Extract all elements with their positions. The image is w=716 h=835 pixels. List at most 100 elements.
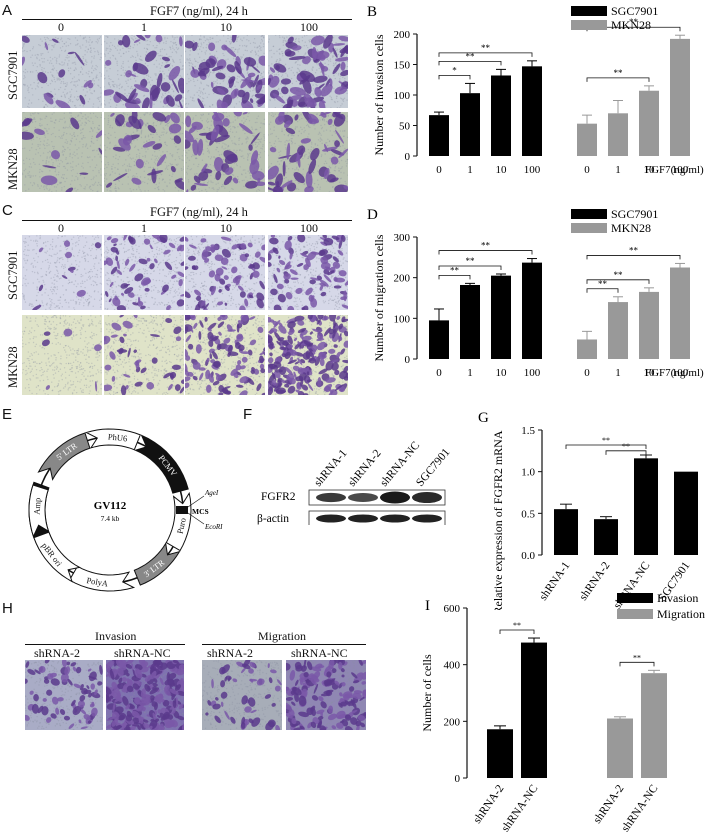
micrograph-a-mkn28-3 (268, 112, 348, 192)
panel-c-col-label-0: 0 (58, 221, 64, 235)
bar-mkn28-3 (670, 267, 690, 359)
chart-g-mrna: G 0.0 0.5 1.0 1.5 Relative expression of FGFR… (478, 410, 698, 610)
blot-band-label-actin: β-actin (257, 513, 289, 525)
mcs-box (176, 506, 188, 514)
x-tick-label: 100 (524, 367, 541, 379)
panel-a-col-label-2: 10 (220, 20, 232, 34)
panel-c-col-label-2: 10 (220, 221, 232, 235)
significance-label: ** (629, 17, 639, 27)
y-tick-label: 100 (394, 313, 411, 325)
x-tick-label: 1 (467, 367, 473, 379)
panel-letter-g: G (478, 410, 489, 426)
significance-label: ** (481, 43, 491, 53)
x-tick-label: 1 (615, 367, 621, 379)
legend-swatch-0 (571, 6, 607, 16)
legend-label-1: Migration (657, 607, 705, 621)
y-tick-label: 200 (444, 716, 461, 728)
panel-a-row-label-0: SGC7901 (6, 50, 20, 100)
significance-label: ** (513, 621, 521, 630)
significance-bracket (438, 60, 502, 66)
x-tick-label: 10 (644, 367, 656, 379)
significance-label: ** (598, 279, 608, 289)
panel-h-migration-rule (202, 644, 366, 645)
bar-2 (634, 458, 658, 555)
significance-label: ** (481, 241, 491, 251)
panel-a-title-rule (22, 19, 352, 20)
plasmid-name: GV112 (94, 500, 127, 512)
x-tick-label: 1 (467, 164, 473, 176)
blot-band-actin-0 (316, 514, 346, 523)
micrograph-a-sgc7901-0 (22, 35, 102, 108)
bar-sgc7901-0 (429, 115, 449, 156)
micrograph-h-invasion-shrnanc (106, 660, 184, 730)
y-tick-label: 0.0 (521, 550, 535, 562)
y-tick-label: 1.5 (521, 425, 535, 437)
x-axis-label: FGF7(ng/ml) (645, 164, 704, 176)
panel-h-migration-lane-1: shRNA-NC (291, 646, 348, 660)
y-axis-label: Relative expression of FGFR2 mRNA (491, 430, 505, 610)
significance-bracket (605, 450, 647, 455)
y-tick-label: 200 (394, 273, 411, 285)
mcs-label: MCS (192, 507, 209, 516)
plasmid-feature-label-2: PhU6 (107, 431, 127, 443)
plasmid-feature-5 (133, 542, 181, 586)
significance-bracket (438, 250, 533, 255)
blot-lane-label-1: shRNA-2 (346, 447, 384, 489)
significance-label: * (452, 65, 457, 75)
x-tick-label: 100 (672, 367, 689, 379)
panel-letter-i: I (425, 598, 430, 614)
plasmid-feature-label-8: Amp (32, 497, 43, 515)
y-tick-label: 600 (444, 603, 461, 615)
panel-letter-b: B (367, 4, 377, 20)
panel-c-row-label-1: MKN28 (6, 346, 20, 388)
micrograph-a-sgc7901-2 (185, 35, 265, 108)
bar-0 (554, 509, 578, 555)
panel-c-col-label-1: 1 (141, 221, 147, 235)
legend-label-0: SGC7901 (611, 207, 658, 221)
plasmid-feature-1 (37, 432, 91, 481)
panel-h-invasion-lane-0: shRNA-2 (34, 646, 81, 660)
micrograph-h-migration-shrna2 (202, 660, 282, 730)
panel-h-invasion-lane-1: shRNA-NC (114, 646, 171, 660)
blot-band-fgfr2-3 (412, 491, 442, 504)
significance-label: ** (629, 245, 639, 255)
y-axis-label: Number of migration cells (372, 234, 386, 361)
plasmid-feature-label-4: Puro (175, 517, 188, 535)
y-tick-label: 100 (394, 90, 411, 102)
bar-migration-0 (607, 718, 633, 778)
significance-bracket (438, 265, 502, 271)
panel-c-col-label-3: 100 (300, 221, 318, 235)
panel-c-row-label-0: SGC7901 (6, 250, 20, 300)
bar-1 (594, 519, 618, 555)
y-tick-label: 400 (444, 660, 461, 672)
y-tick-label: 200 (394, 29, 411, 41)
y-tick-label: 0 (405, 151, 411, 163)
bar-sgc7901-2 (491, 75, 511, 156)
bar-invasion-0 (487, 729, 513, 778)
micrograph-c-sgc7901-0 (22, 235, 102, 310)
panel-letter-a: A (2, 2, 13, 19)
significance-bracket (565, 444, 647, 449)
panel-a-col-label-3: 100 (300, 20, 318, 34)
panel-a-col-label-0: 0 (58, 20, 64, 34)
significance-label: ** (614, 270, 624, 280)
micrograph-h-migration-shrnanc (286, 660, 366, 730)
legend-label-0: Invasion (657, 591, 698, 605)
y-tick-label: 150 (394, 60, 411, 72)
bar-mkn28-1 (608, 302, 628, 359)
x-tick-label: 10 (496, 367, 508, 379)
plasmid-feature-2 (84, 428, 141, 451)
panel-c-title-rule (22, 220, 352, 221)
plasmid-feature-7 (33, 531, 81, 583)
bar-mkn28-1 (608, 113, 628, 156)
micrograph-a-sgc7901-3 (268, 35, 348, 108)
panel-h-migration-lane-0: shRNA-2 (207, 646, 254, 660)
panel-letter-f: F (243, 406, 253, 423)
x-axis-label: FGF7(ng/ml) (645, 367, 704, 379)
significance-label: ** (633, 653, 641, 662)
micrograph-a-mkn28-2 (185, 112, 265, 192)
bar-sgc7901-1 (460, 284, 480, 359)
